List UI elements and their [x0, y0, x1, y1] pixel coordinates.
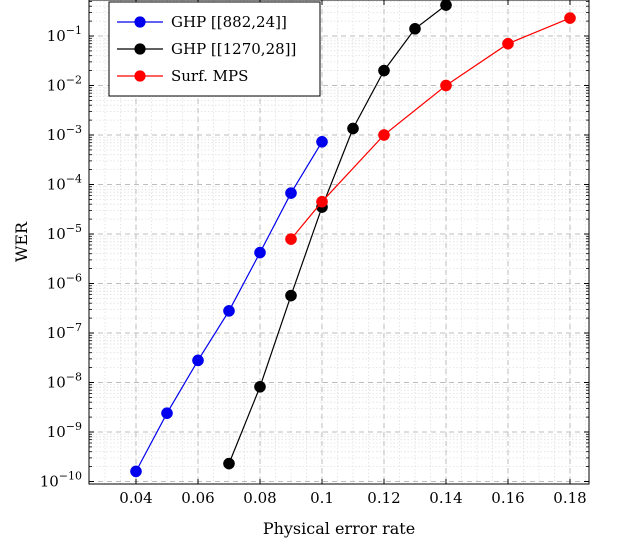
x-tick-label: 0.14	[429, 489, 462, 507]
legend-marker	[134, 16, 146, 28]
legend-label: Surf. MPS	[171, 67, 248, 85]
x-tick-label: 0.06	[181, 489, 214, 507]
data-point	[440, 79, 452, 92]
y-tick-label: 10−8	[47, 371, 82, 392]
series-line	[228, 4, 447, 464]
x-tick-label: 0.04	[119, 489, 152, 507]
data-point	[223, 305, 235, 317]
legend-label: GHP [[882,24]]	[171, 13, 287, 31]
legend-marker	[134, 70, 146, 82]
data-point	[285, 187, 297, 199]
y-tick-label: 10−4	[47, 173, 82, 194]
data-point	[409, 22, 421, 35]
y-tick-base: 10	[47, 77, 66, 95]
y-tick-exponent: −9	[66, 420, 82, 433]
data-point	[161, 407, 173, 420]
y-tick-label: 10−2	[47, 74, 82, 95]
data-point	[440, 0, 452, 11]
data-point	[285, 233, 297, 245]
x-tick-label: 0.12	[367, 489, 400, 507]
y-tick-base: 10	[47, 225, 66, 243]
x-tick-label: 0.1	[310, 489, 334, 507]
x-tick-label: 0.18	[553, 489, 586, 507]
y-tick-exponent: −3	[66, 123, 82, 136]
y-tick-exponent: −5	[66, 222, 82, 235]
y-tick-base: 10	[47, 374, 66, 392]
y-tick-label: 10−6	[47, 272, 82, 293]
y-tick-base: 10	[47, 423, 66, 441]
x-tick-label: 0.08	[243, 489, 276, 507]
series-line	[290, 17, 571, 240]
y-tick-label: 10−10	[40, 470, 82, 491]
ticks	[89, 0, 589, 484]
y-tick-base: 10	[47, 324, 66, 342]
data-point	[347, 122, 359, 135]
data-point	[316, 195, 328, 208]
x-tick-label: 0.16	[491, 489, 524, 507]
series	[130, 0, 576, 478]
y-tick-exponent: −7	[66, 321, 82, 334]
y-tick-base: 10	[47, 27, 66, 45]
y-tick-base: 10	[40, 473, 59, 491]
y-tick-exponent: −1	[66, 24, 82, 37]
data-point	[254, 246, 266, 259]
y-tick-exponent: −10	[59, 470, 82, 483]
data-point	[502, 37, 514, 50]
y-tick-exponent: −2	[66, 74, 82, 87]
x-axis-title: Physical error rate	[263, 519, 415, 538]
y-tick-base: 10	[47, 176, 66, 194]
y-tick-label: 10−7	[47, 321, 82, 342]
y-tick-label: 10−1	[47, 24, 82, 45]
data-point	[223, 457, 235, 470]
y-tick-base: 10	[47, 275, 66, 293]
data-point	[316, 135, 328, 148]
data-point	[378, 64, 390, 77]
tick-labels: 0.04 0.06 0.08 0.1 0.12 0.14 0.16 0.1810−1010−9…	[40, 24, 587, 507]
y-tick-label: 10−9	[47, 420, 82, 441]
data-point	[378, 129, 390, 141]
legend: GHP [[882,24]] GHP [[1270,28]] Surf. MPS	[108, 1, 321, 97]
data-point	[285, 289, 297, 302]
data-point	[130, 465, 142, 478]
data-point	[564, 12, 576, 24]
y-tick-label: 10−3	[47, 123, 82, 144]
y-tick-exponent: −4	[66, 173, 82, 186]
data-point	[192, 354, 204, 367]
y-tick-label: 10−5	[47, 222, 82, 243]
legend-marker	[134, 43, 146, 55]
legend-label: GHP [[1270,28]]	[171, 40, 296, 58]
y-tick-exponent: −8	[66, 371, 82, 384]
y-tick-exponent: −6	[66, 272, 82, 285]
y-tick-base: 10	[47, 126, 66, 144]
data-point	[254, 380, 266, 393]
y-axis-title: WER	[12, 221, 31, 262]
